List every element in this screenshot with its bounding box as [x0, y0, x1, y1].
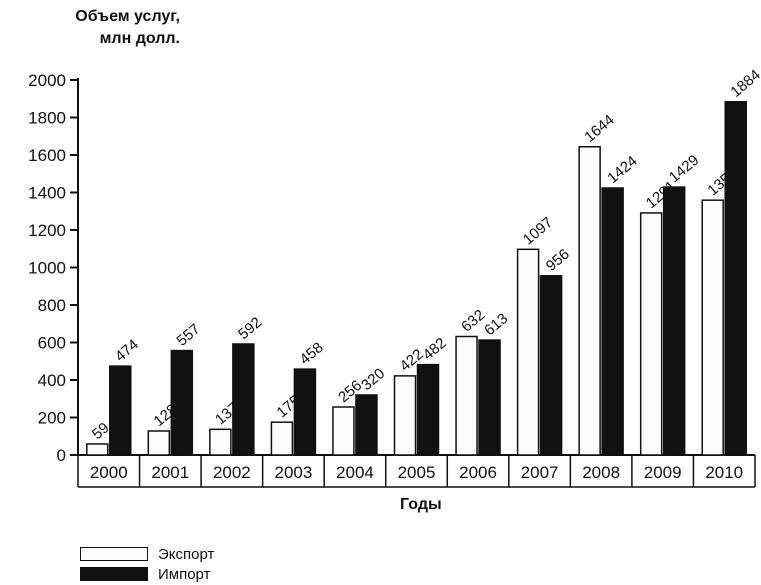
y-axis-title-line-1: Объем услуг,: [75, 8, 180, 25]
bar-export: [86, 443, 109, 456]
x-tick-label: 2003: [274, 463, 312, 482]
bar-import: [355, 394, 378, 456]
data-label-import: 1429: [666, 152, 702, 186]
x-tick-label: 2010: [705, 463, 743, 482]
bar-export: [701, 199, 724, 456]
data-label-import: 557: [173, 321, 203, 350]
bar-import: [724, 101, 747, 456]
y-tick-label: 1800: [28, 109, 66, 128]
bar-export: [332, 406, 355, 456]
bar-export: [516, 248, 540, 456]
bar-import: [293, 368, 317, 456]
bar-export: [639, 212, 663, 456]
x-tick-label: 2000: [90, 463, 128, 482]
data-label-export: 1097: [520, 214, 556, 248]
bar-export: [455, 335, 478, 456]
data-label-import: 956: [543, 246, 573, 275]
legend-label-export: Экспорт: [158, 545, 215, 563]
bar-import: [539, 275, 563, 456]
y-axis-title-line-2: млн долл.: [99, 30, 180, 47]
x-tick-label: 2008: [582, 463, 620, 482]
x-tick-label: 2002: [213, 463, 251, 482]
x-tick-label: 2006: [459, 463, 497, 482]
data-label-import: 592: [235, 314, 265, 343]
data-label-import: 613: [481, 310, 511, 339]
data-label-export: 1644: [581, 111, 617, 145]
bar-import: [601, 187, 624, 456]
y-tick-label: 0: [57, 446, 66, 465]
bar-import: [478, 339, 501, 456]
y-tick-label: 1200: [28, 221, 66, 240]
y-tick-label: 800: [38, 296, 66, 315]
y-tick-label: 1400: [28, 184, 66, 203]
legend-swatch-export: [80, 547, 148, 561]
bar-import: [170, 349, 194, 456]
x-tick-label: 2005: [398, 463, 436, 482]
x-tick-label: 2009: [644, 463, 682, 482]
y-tick-label: 400: [38, 371, 66, 390]
bar-export: [147, 430, 171, 456]
legend-swatch-import: [80, 567, 148, 581]
bar-export: [209, 428, 232, 456]
legend: Экспорт Импорт: [80, 544, 214, 584]
data-label-export: 632: [458, 306, 488, 335]
data-label-import: 474: [112, 336, 142, 365]
y-tick-label: 1000: [28, 259, 66, 278]
x-tick-label: 2004: [336, 463, 374, 482]
bar-export: [270, 421, 294, 456]
data-label-import: 458: [297, 339, 327, 368]
y-tick-label: 200: [38, 409, 66, 428]
y-axis-title: Объем услуг, млн долл.: [60, 6, 180, 50]
x-axis-title: Годы: [400, 496, 442, 513]
bar-export: [393, 375, 417, 456]
y-tick-label: 1600: [28, 146, 66, 165]
bar-import: [662, 186, 686, 456]
data-label-import: 1884: [727, 66, 761, 100]
y-tick-label: 2000: [28, 71, 66, 90]
x-tick-label: 2007: [521, 463, 559, 482]
bar-import: [416, 363, 440, 456]
legend-item-export: Экспорт: [80, 544, 214, 564]
y-tick-label: 600: [38, 334, 66, 353]
bar-import: [109, 365, 132, 456]
bar-export: [578, 146, 601, 456]
legend-item-import: Импорт: [80, 564, 214, 584]
bar-import: [232, 343, 255, 456]
data-label-import: 1424: [604, 153, 640, 187]
legend-label-import: Импорт: [158, 565, 211, 583]
x-tick-label: 2001: [151, 463, 189, 482]
